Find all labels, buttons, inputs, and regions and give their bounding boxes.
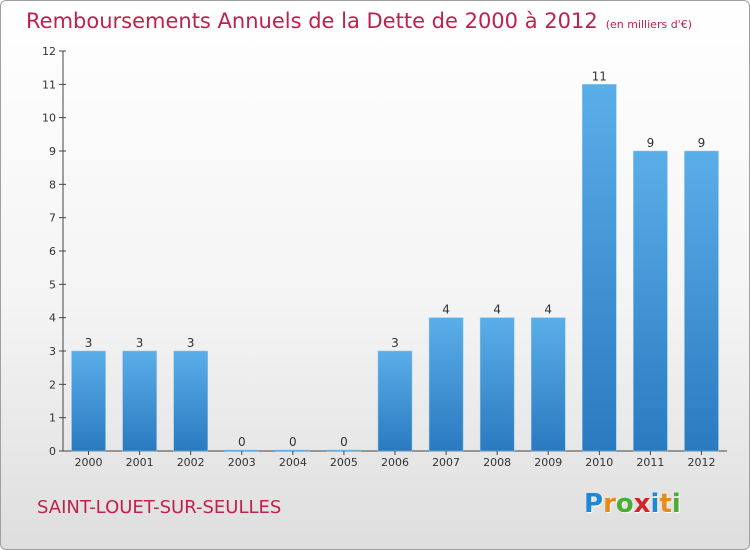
y-tick-label: 7 xyxy=(49,212,56,225)
bar xyxy=(582,84,617,452)
x-tick-label: 2004 xyxy=(279,456,307,469)
y-tick-label: 10 xyxy=(42,112,56,125)
logo-letter: x xyxy=(633,489,651,519)
data-label: 0 xyxy=(238,435,246,449)
proxiti-logo: Proxiti xyxy=(584,489,681,519)
logo-letter: o xyxy=(615,489,634,519)
logo-letter: i xyxy=(650,489,660,519)
x-tick-label: 2001 xyxy=(126,456,154,469)
y-tick-label: 1 xyxy=(49,412,56,425)
x-tick-label: 2006 xyxy=(381,456,409,469)
logo-letter: t xyxy=(659,489,672,519)
y-tick-label: 3 xyxy=(49,345,56,358)
x-tick-label: 2010 xyxy=(585,456,613,469)
x-tick-label: 2002 xyxy=(177,456,205,469)
y-tick-label: 11 xyxy=(42,78,56,91)
bar xyxy=(173,350,208,452)
data-label: 4 xyxy=(544,303,552,317)
bar xyxy=(275,449,311,452)
title-text: Remboursements Annuels de la Dette de 20… xyxy=(26,9,598,33)
logo-letter: i xyxy=(671,489,681,519)
x-tick-label: 2005 xyxy=(330,456,358,469)
chart-title: Remboursements Annuels de la Dette de 20… xyxy=(26,9,692,33)
data-label: 3 xyxy=(187,336,195,350)
y-tick-label: 2 xyxy=(49,378,56,391)
bar xyxy=(530,317,566,452)
x-tick-label: 2003 xyxy=(228,456,256,469)
bar xyxy=(122,350,157,452)
x-tick-label: 2011 xyxy=(636,456,664,469)
bar xyxy=(224,449,260,452)
y-tick-label: 4 xyxy=(49,312,56,325)
y-tick-label: 12 xyxy=(42,45,56,58)
data-label: 9 xyxy=(698,136,706,150)
data-label: 9 xyxy=(647,136,655,150)
y-tick-label: 8 xyxy=(49,178,56,191)
x-tick-label: 2012 xyxy=(687,456,715,469)
x-tick-label: 2007 xyxy=(432,456,460,469)
data-label: 0 xyxy=(289,435,297,449)
data-label: 11 xyxy=(592,69,607,83)
y-tick-label: 0 xyxy=(49,445,56,458)
bar xyxy=(71,350,106,452)
x-tick-label: 2008 xyxy=(483,456,511,469)
logo-letter: P xyxy=(584,489,604,519)
data-label: 3 xyxy=(136,336,144,350)
data-label: 4 xyxy=(442,303,450,317)
data-label: 3 xyxy=(85,336,93,350)
x-tick-label: 2009 xyxy=(534,456,562,469)
y-tick-label: 9 xyxy=(49,145,56,158)
bar xyxy=(479,317,515,452)
y-tick-label: 5 xyxy=(49,278,56,291)
data-label: 4 xyxy=(493,303,501,317)
x-tick-label: 2000 xyxy=(75,456,103,469)
data-label: 3 xyxy=(391,336,399,350)
logo-letter: r xyxy=(603,489,616,519)
bar xyxy=(633,150,668,452)
chart-subtitle: (en milliers d'€) xyxy=(605,18,692,31)
bar xyxy=(377,350,413,452)
bar xyxy=(428,317,464,452)
data-label: 0 xyxy=(340,435,348,449)
bar xyxy=(326,449,362,452)
bar xyxy=(684,150,719,452)
commune-name: SAINT-LOUET-SUR-SEULLES xyxy=(37,497,282,518)
y-tick-label: 6 xyxy=(49,245,56,258)
